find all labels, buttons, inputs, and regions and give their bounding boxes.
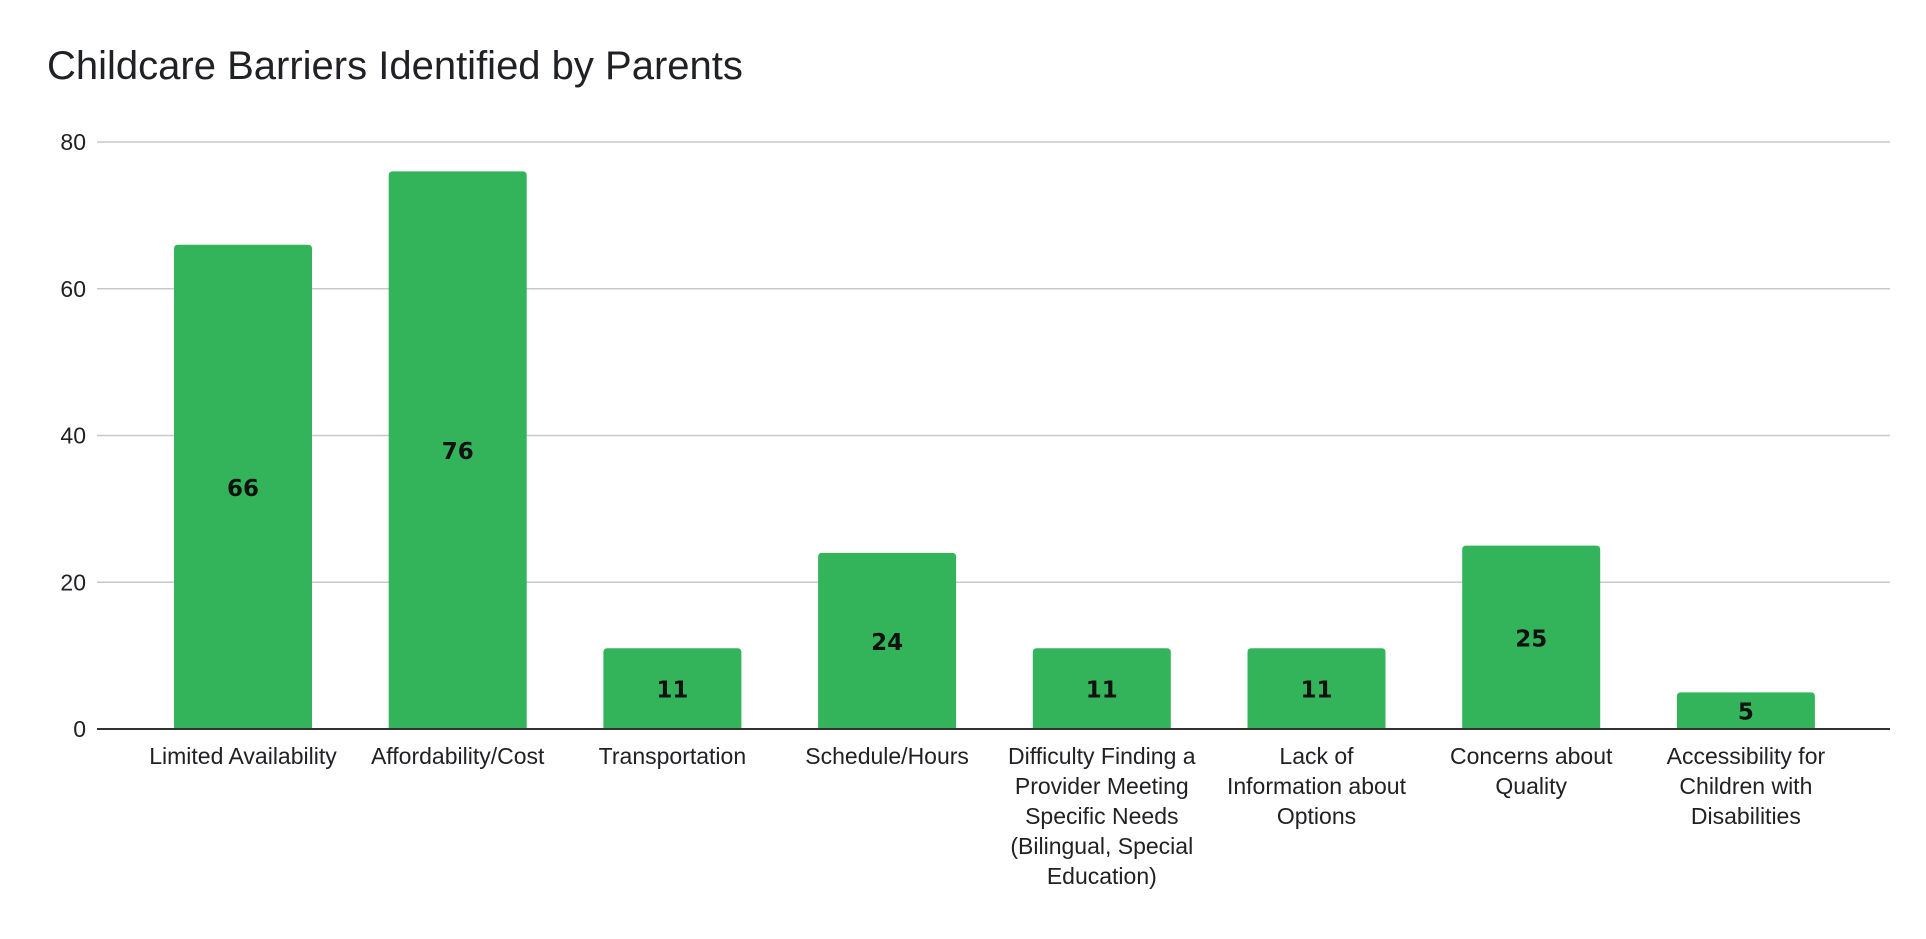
x-tick-label: Limited Availability xyxy=(149,743,337,769)
data-label: 66 xyxy=(227,476,259,502)
y-tick-label: 20 xyxy=(60,569,86,595)
x-tick-label-line: Education) xyxy=(1047,863,1157,889)
x-tick-label-line: Schedule/Hours xyxy=(805,743,969,769)
bar xyxy=(174,244,312,729)
bar xyxy=(1462,545,1601,729)
data-label: 11 xyxy=(1300,678,1332,704)
data-label: 11 xyxy=(656,678,688,704)
y-tick-label: 40 xyxy=(60,423,86,449)
bar xyxy=(1032,648,1171,729)
x-tick-label-line: Difficulty Finding a xyxy=(1008,743,1196,769)
x-tick-label-line: (Bilingual, Special xyxy=(1010,833,1193,859)
y-tick-label: 60 xyxy=(60,276,86,302)
x-tick-label: Concerns about Quality xyxy=(1450,743,1613,799)
data-label: 5 xyxy=(1738,700,1754,726)
data-label: 76 xyxy=(442,439,474,465)
x-tick-label: Difficulty Finding a Provider Meeting Spec… xyxy=(1008,743,1196,889)
bar xyxy=(603,648,742,729)
x-tick-label: Lack of Information about Options xyxy=(1227,743,1407,829)
x-tick-label-line: Disabilities xyxy=(1691,803,1801,829)
x-tick-label: Schedule/Hours xyxy=(805,743,969,769)
x-tick-label-line: Concerns about xyxy=(1450,743,1613,769)
x-tick-label-line: Quality xyxy=(1495,773,1567,799)
x-tick-label-line: Limited Availability xyxy=(149,743,337,769)
data-label: 25 xyxy=(1515,626,1547,652)
data-label: 24 xyxy=(871,630,903,656)
bar xyxy=(1247,648,1386,729)
x-tick-label-line: Transportation xyxy=(599,743,746,769)
bar xyxy=(1676,692,1815,729)
bar xyxy=(388,171,527,730)
x-tick-label-line: Accessibility for xyxy=(1667,743,1826,769)
x-tick-label-line: Lack of xyxy=(1279,743,1354,769)
bar xyxy=(818,552,957,729)
x-tick-label: Transportation xyxy=(599,743,746,769)
x-tick-label-line: Affordability/Cost xyxy=(371,743,545,769)
x-tick-label-line: Options xyxy=(1277,803,1356,829)
x-tick-label: Affordability/Cost xyxy=(371,743,545,769)
x-tick-label-line: Information about xyxy=(1227,773,1407,799)
y-tick-label: 80 xyxy=(60,129,86,155)
data-label: 11 xyxy=(1086,678,1118,704)
y-tick-label: 0 xyxy=(73,716,86,742)
x-tick-label: Accessibility for Children with Disabiliti… xyxy=(1667,743,1826,829)
x-tick-label-line: Provider Meeting xyxy=(1015,773,1189,799)
x-tick-label-line: Children with xyxy=(1679,773,1812,799)
chart-title: Childcare Barriers Identified by Parents xyxy=(47,44,743,88)
x-tick-label-line: Specific Needs xyxy=(1025,803,1178,829)
